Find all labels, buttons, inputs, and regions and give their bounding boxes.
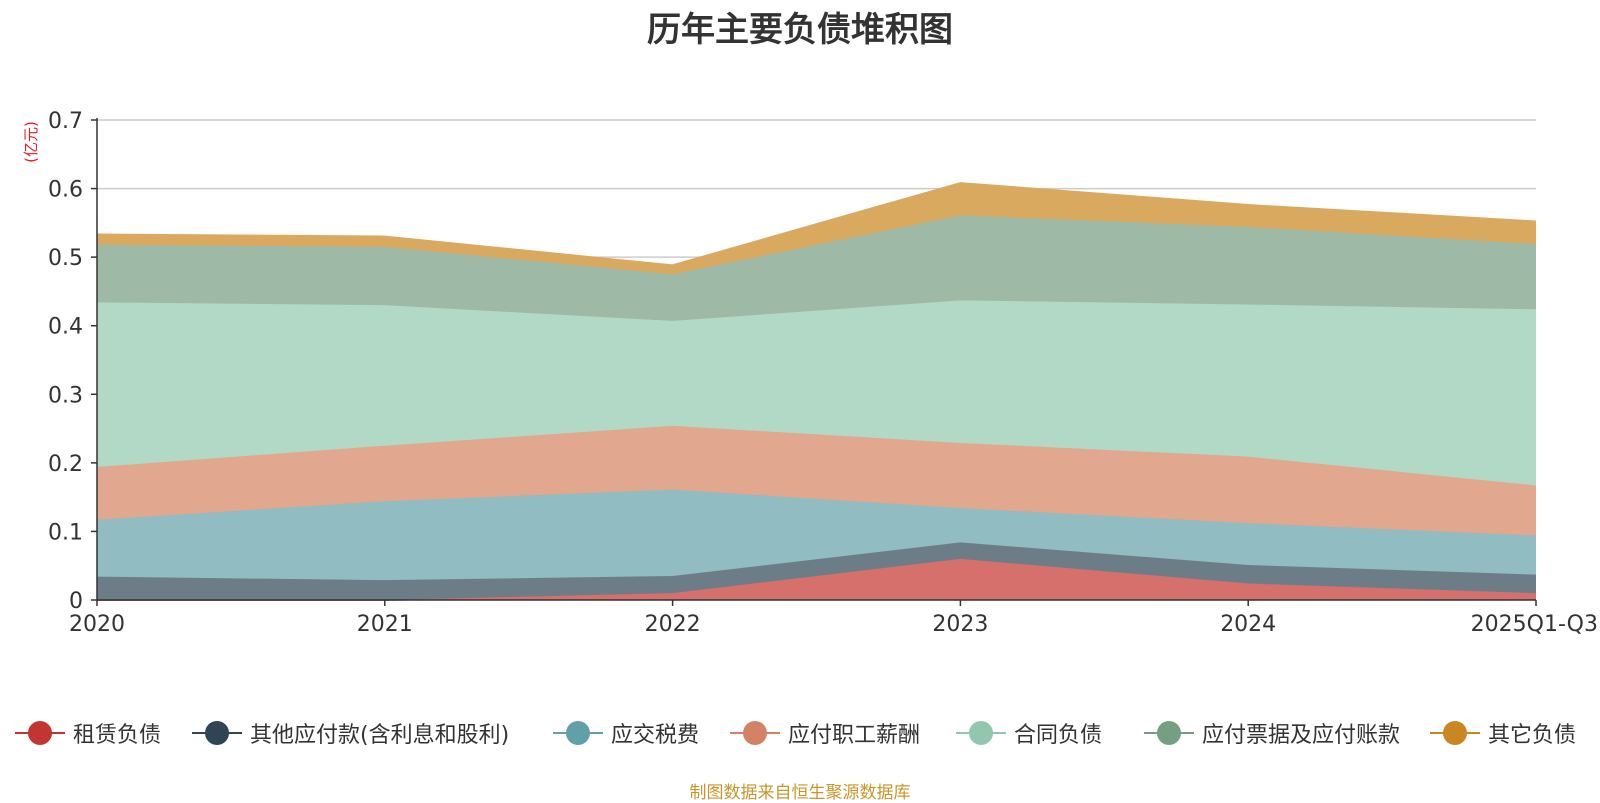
y-tick-label: 0.6: [48, 178, 83, 203]
legend-label: 应付职工薪酬: [788, 723, 921, 748]
legend-label: 应付票据及应付账款: [1202, 723, 1401, 748]
x-tick-label: 2020: [69, 612, 125, 637]
chart-title: 历年主要负债堆积图: [647, 10, 953, 50]
legend-label: 应交税费: [611, 723, 700, 748]
x-tick-label: 2022: [645, 612, 701, 637]
x-tick-label: 2024: [1220, 612, 1276, 637]
legend-label: 合同负债: [1014, 723, 1103, 748]
area-series-5[interactable]: [97, 300, 1536, 486]
area-series-7[interactable]: [97, 183, 1536, 275]
legend-item-2[interactable]: 其他应付款(含利息和股利): [192, 718, 509, 748]
legend-label: 其它负债: [1488, 723, 1577, 748]
y-tick-label: 0.7: [48, 109, 83, 134]
legend-item-4[interactable]: 应付职工薪酬: [730, 718, 920, 748]
legend-label: 其他应付款(含利息和股利): [250, 723, 510, 748]
legend-item-1[interactable]: 租赁负债: [15, 718, 161, 748]
area-series-2[interactable]: [97, 542, 1536, 600]
y-tick-label: 0.2: [48, 452, 83, 477]
y-axis-unit-label: (亿元): [22, 121, 40, 163]
area-series-1[interactable]: [97, 558, 1536, 600]
legend-marker-icon: [192, 718, 242, 748]
axes: 0 0.1 0.2 0.3 0.4 0.5 0.6 0.7 2020 2021 2022 2023 20…: [48, 109, 1598, 637]
y-tick-label: 0: [69, 589, 83, 614]
legend-item-3[interactable]: 应交税费: [553, 718, 699, 748]
source-note: 制图数据来自恒生聚源数据库: [689, 783, 911, 803]
legend-marker-icon: [1144, 718, 1194, 748]
y-tick-label: 0.4: [48, 315, 83, 340]
legend-item-6[interactable]: 应付票据及应付账款: [1144, 718, 1400, 748]
x-tick-label: 2021: [357, 612, 413, 637]
legend-item-7[interactable]: 其它负债: [1430, 718, 1576, 748]
legend-marker-icon: [553, 718, 603, 748]
area-series: [96, 182, 1537, 601]
y-tick-label: 0.5: [48, 246, 83, 271]
legend-marker-icon: [730, 718, 780, 748]
y-tick-label: 0.3: [48, 383, 83, 408]
area-edge-line-7: [96, 182, 1537, 267]
area-series-3[interactable]: [97, 489, 1536, 581]
y-tick-label: 0.1: [48, 520, 83, 545]
legend-label: 租赁负债: [73, 723, 162, 748]
legend-marker-icon: [956, 718, 1006, 748]
x-tick-label: 2023: [932, 612, 988, 637]
legend-marker-icon: [1430, 718, 1480, 748]
legend-marker-icon: [15, 718, 65, 748]
legend-item-5[interactable]: 合同负债: [956, 718, 1102, 748]
x-tick-label: 2025Q1-Q3: [1471, 612, 1598, 637]
area-series-6[interactable]: [97, 215, 1536, 321]
